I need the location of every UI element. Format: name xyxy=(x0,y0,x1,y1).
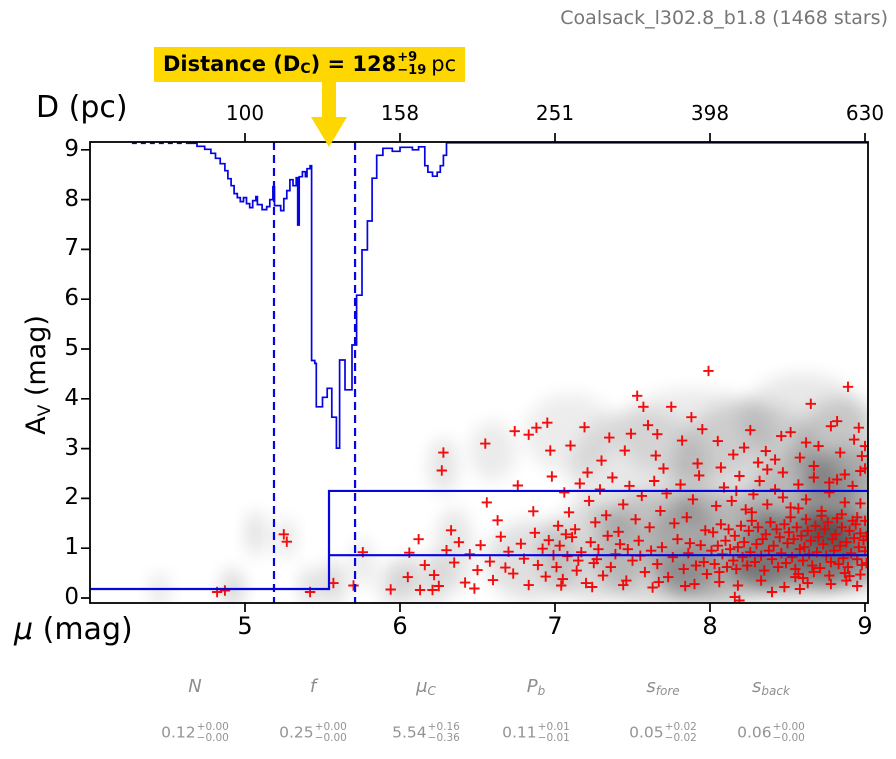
star-scatter-layer xyxy=(211,365,868,603)
top-axis-label: D (pc) xyxy=(36,90,128,125)
y-tick-label: 9 xyxy=(64,135,79,162)
y-tick-label: 5 xyxy=(64,335,79,361)
y-tick-label: 2 xyxy=(64,484,79,511)
top-tick-label: 100 xyxy=(225,101,265,125)
distance-annotation-err-plus: +9 xyxy=(397,50,418,65)
plot-title: Coalsack_l302.8_b1.8 (1468 stars) xyxy=(560,7,888,29)
distance-annotation-value: ) = 128 xyxy=(310,52,397,76)
distance-annotation: Distance (D C) = 128 +9 −19 pc xyxy=(154,47,466,82)
y-tick-label: 6 xyxy=(64,285,79,312)
y-tick-label: 4 xyxy=(64,384,79,411)
y-tick-label: 7 xyxy=(64,235,79,262)
x-tick-label: 6 xyxy=(392,612,408,640)
distance-annotation-errors: +9 −19 xyxy=(397,51,426,77)
distance-arrow-icon xyxy=(311,82,348,147)
x-tick-label: 8 xyxy=(702,612,718,640)
top-tick-label: 158 xyxy=(380,101,420,125)
top-tick-label: 630 xyxy=(845,101,885,125)
top-tick-label: 251 xyxy=(535,101,575,125)
y-tick-label: 8 xyxy=(64,185,79,212)
distance-annotation-sub-c: C xyxy=(300,61,311,77)
plot-border xyxy=(89,141,869,604)
x-tick-label: 9 xyxy=(857,612,873,640)
extinction-model-layer xyxy=(90,142,868,603)
x-axis-label-mu: μ xyxy=(14,612,34,647)
distance-annotation-unit: pc xyxy=(431,52,457,76)
distance-annotation-err-minus: −19 xyxy=(397,63,427,78)
x-axis-label: μ (mag) xyxy=(14,612,133,647)
x-tick-label: 7 xyxy=(547,612,563,640)
top-tick-label: 398 xyxy=(690,101,730,125)
y-tick-label: 0 xyxy=(64,584,79,610)
y-tick-label: 1 xyxy=(64,534,79,561)
axis-ticks xyxy=(81,133,866,612)
x-axis-label-rest: (mag) xyxy=(33,612,133,647)
y-tick-label: 3 xyxy=(64,434,79,461)
distance-annotation-prefix: Distance (D xyxy=(163,52,301,76)
x-tick-label: 5 xyxy=(237,612,253,640)
